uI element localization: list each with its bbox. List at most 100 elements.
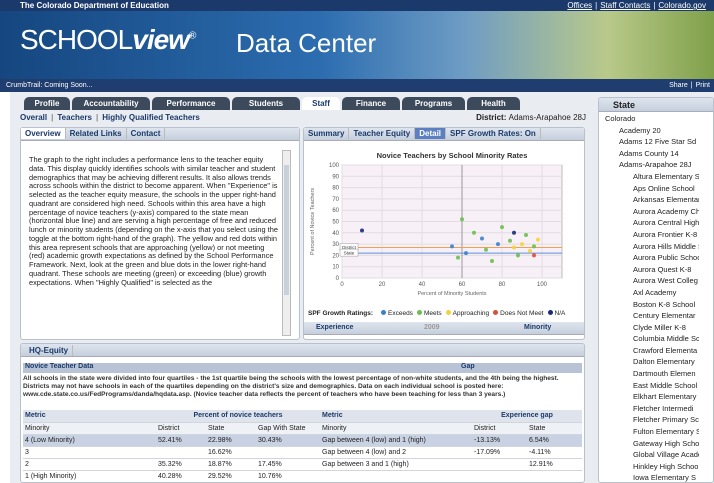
group-header: Metric — [23, 410, 156, 423]
tab[interactable]: Staff — [302, 97, 340, 110]
sep: | — [595, 1, 598, 10]
panel-tab[interactable]: Teacher Equity — [349, 128, 416, 139]
point — [480, 236, 484, 241]
legend-label: Does Not Meet — [500, 310, 544, 317]
panel-tab[interactable]: Related Links — [66, 128, 127, 139]
point — [484, 247, 488, 252]
x-tick-label: 60 — [459, 282, 466, 288]
tab[interactable]: Students — [232, 97, 300, 110]
legend-label: N/A — [554, 310, 566, 317]
panel-tab[interactable]: Summary — [304, 128, 350, 139]
cell: 22.98% — [206, 434, 256, 447]
panel-tab[interactable]: Overview — [21, 128, 66, 139]
crumb-action[interactable]: Share — [669, 82, 688, 89]
school[interactable]: East Middle School — [633, 380, 698, 390]
cell — [256, 446, 320, 459]
tree-node[interactable]: Adams County 14 — [619, 148, 679, 158]
school[interactable]: Clyde Miller K-8 — [633, 322, 686, 332]
tab[interactable]: Programs — [402, 97, 465, 110]
crumb-bar: CrumbTrail: Coming Soon... Share | Print — [0, 79, 714, 92]
subtab[interactable]: Highly Qualified Teachers — [102, 113, 200, 122]
y-tick-label: 0 — [336, 276, 340, 282]
top-link[interactable]: Colorado.gov — [658, 1, 706, 10]
state-title: State — [599, 98, 713, 112]
panel-tab[interactable]: Detail — [415, 128, 447, 139]
tree-node[interactable]: Adams 12 Five Star Sd — [619, 137, 697, 147]
school[interactable]: Boston K-8 School — [633, 299, 696, 309]
school[interactable]: Axl Academy — [633, 287, 677, 297]
tab[interactable]: Accountability — [72, 97, 150, 110]
state-panel: State Colorado Academy 20 Adams 12 Five St… — [598, 97, 714, 483]
school[interactable]: Aurora West Colleg — [633, 276, 698, 286]
school[interactable]: Aurora Frontier K-8 — [633, 229, 698, 239]
school[interactable]: Aps Online School — [633, 183, 695, 193]
cell — [156, 446, 206, 459]
district: District: Adams-Arapahoe 28J — [476, 113, 586, 122]
school[interactable]: Century Elementar — [633, 311, 696, 321]
school[interactable]: Crawford Elementa — [633, 345, 698, 355]
cell: Gap between 4 (low) and 1 (high) — [320, 434, 472, 447]
school[interactable]: Elkhart Elementary — [633, 392, 697, 402]
tree-node[interactable]: Academy 20 — [619, 125, 661, 135]
control[interactable]: 2009 — [424, 324, 440, 331]
x-axis-label: Percent of Minority Students — [417, 291, 486, 297]
school[interactable]: Fulton Elementary S — [633, 427, 699, 437]
school[interactable]: Altura Elementary S — [633, 171, 699, 181]
scrollbar[interactable] — [282, 150, 291, 336]
tree-node[interactable]: Colorado — [605, 114, 636, 123]
school[interactable]: Arkansas Elementar — [633, 195, 699, 205]
group-header-row: Metric Percent of novice teachers Metric Ex… — [23, 410, 582, 423]
y-tick-label: 30 — [332, 242, 339, 248]
school[interactable]: Fletcher Primary Sc — [633, 415, 699, 425]
cell: 3 — [23, 446, 156, 459]
school[interactable]: Fletcher Intermedi — [633, 403, 694, 413]
cell: 29.52% — [206, 470, 256, 482]
cell: 1 (High Minority) — [23, 470, 156, 482]
control[interactable]: Minority — [524, 324, 552, 331]
tab[interactable]: Finance — [342, 97, 400, 110]
school[interactable]: Aurora Hills Middle S — [633, 241, 699, 251]
tree-node[interactable]: Adams-Arapahoe 28J — [619, 160, 692, 170]
subtab[interactable]: Overall — [20, 113, 48, 122]
tab[interactable]: Profile — [24, 97, 70, 110]
school[interactable]: Aurora Central High — [633, 218, 699, 228]
hq-tab[interactable]: HQ-Equity — [25, 345, 74, 356]
school[interactable]: Aurora Quest K-8 — [633, 264, 692, 274]
school[interactable]: Columbia Middle Sc — [633, 334, 699, 344]
panel-tab[interactable]: Contact — [127, 128, 166, 139]
cell — [320, 470, 472, 482]
header-cell: Minority — [320, 422, 472, 435]
panel-tab[interactable]: SPF Growth Rates: On — [446, 128, 541, 139]
y-tick-label: 10 — [332, 265, 339, 271]
banner — [0, 11, 714, 79]
point — [460, 217, 464, 222]
school[interactable]: Dartmouth Elemen — [633, 369, 696, 379]
school[interactable]: Global Village Acade — [633, 450, 699, 460]
cell: 52.41% — [156, 434, 206, 447]
cell — [472, 470, 527, 482]
control[interactable]: Experience — [316, 324, 354, 331]
tab[interactable]: Performance — [152, 97, 230, 110]
crumb-text: Coming Soon... — [44, 82, 93, 89]
school[interactable]: Gateway High Scho — [633, 438, 699, 448]
top-link[interactable]: Offices — [567, 1, 593, 10]
tab[interactable]: Health — [467, 97, 520, 110]
school[interactable]: Hinkley High School — [633, 461, 699, 471]
top-link[interactable]: Staff Contacts — [600, 1, 651, 10]
legend-label: Approaching — [452, 310, 490, 317]
reference-label: District — [342, 245, 356, 250]
cell: -4.11% — [527, 446, 582, 459]
reference-label: State — [344, 251, 355, 256]
legend-swatch — [493, 310, 499, 315]
school[interactable]: Aurora Public Schoo — [633, 253, 699, 263]
sep: | — [690, 82, 693, 89]
point — [512, 230, 516, 235]
hq-panel: HQ-Equity Novice Teacher Data Gap All sch… — [20, 343, 585, 483]
subtab[interactable]: Teachers — [57, 113, 92, 122]
cell: Gap between 3 and 1 (high) — [320, 458, 472, 471]
school[interactable]: Iowa Elementary S — [633, 473, 696, 483]
banner-title: Data Center — [236, 28, 377, 58]
crumb-action[interactable]: Print — [695, 82, 710, 89]
school[interactable]: Aurora Academy Ch — [633, 206, 699, 216]
school[interactable]: Dalton Elementary — [633, 357, 695, 367]
